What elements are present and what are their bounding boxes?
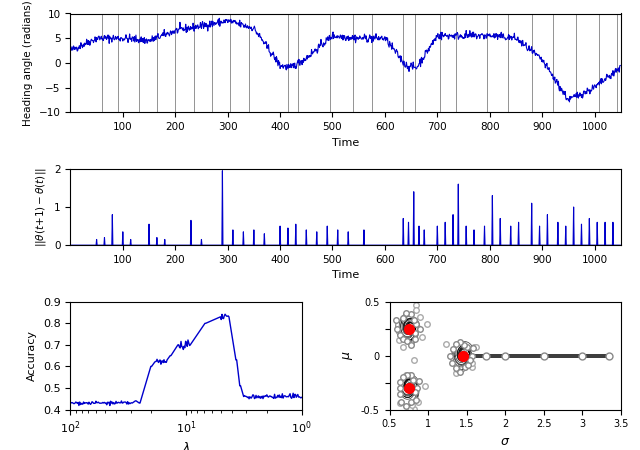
Y-axis label: $||\theta(t{+}1) - \theta(t)||$: $||\theta(t{+}1) - \theta(t)||$ [35, 167, 49, 247]
X-axis label: $\sigma$: $\sigma$ [500, 435, 510, 448]
X-axis label: Time: Time [332, 270, 359, 280]
Y-axis label: $\mu$: $\mu$ [341, 351, 355, 360]
X-axis label: Time: Time [332, 138, 359, 148]
Y-axis label: Heading angle (radians): Heading angle (radians) [23, 0, 33, 126]
X-axis label: $\lambda$: $\lambda$ [182, 441, 190, 450]
Y-axis label: Accuracy: Accuracy [28, 330, 37, 381]
